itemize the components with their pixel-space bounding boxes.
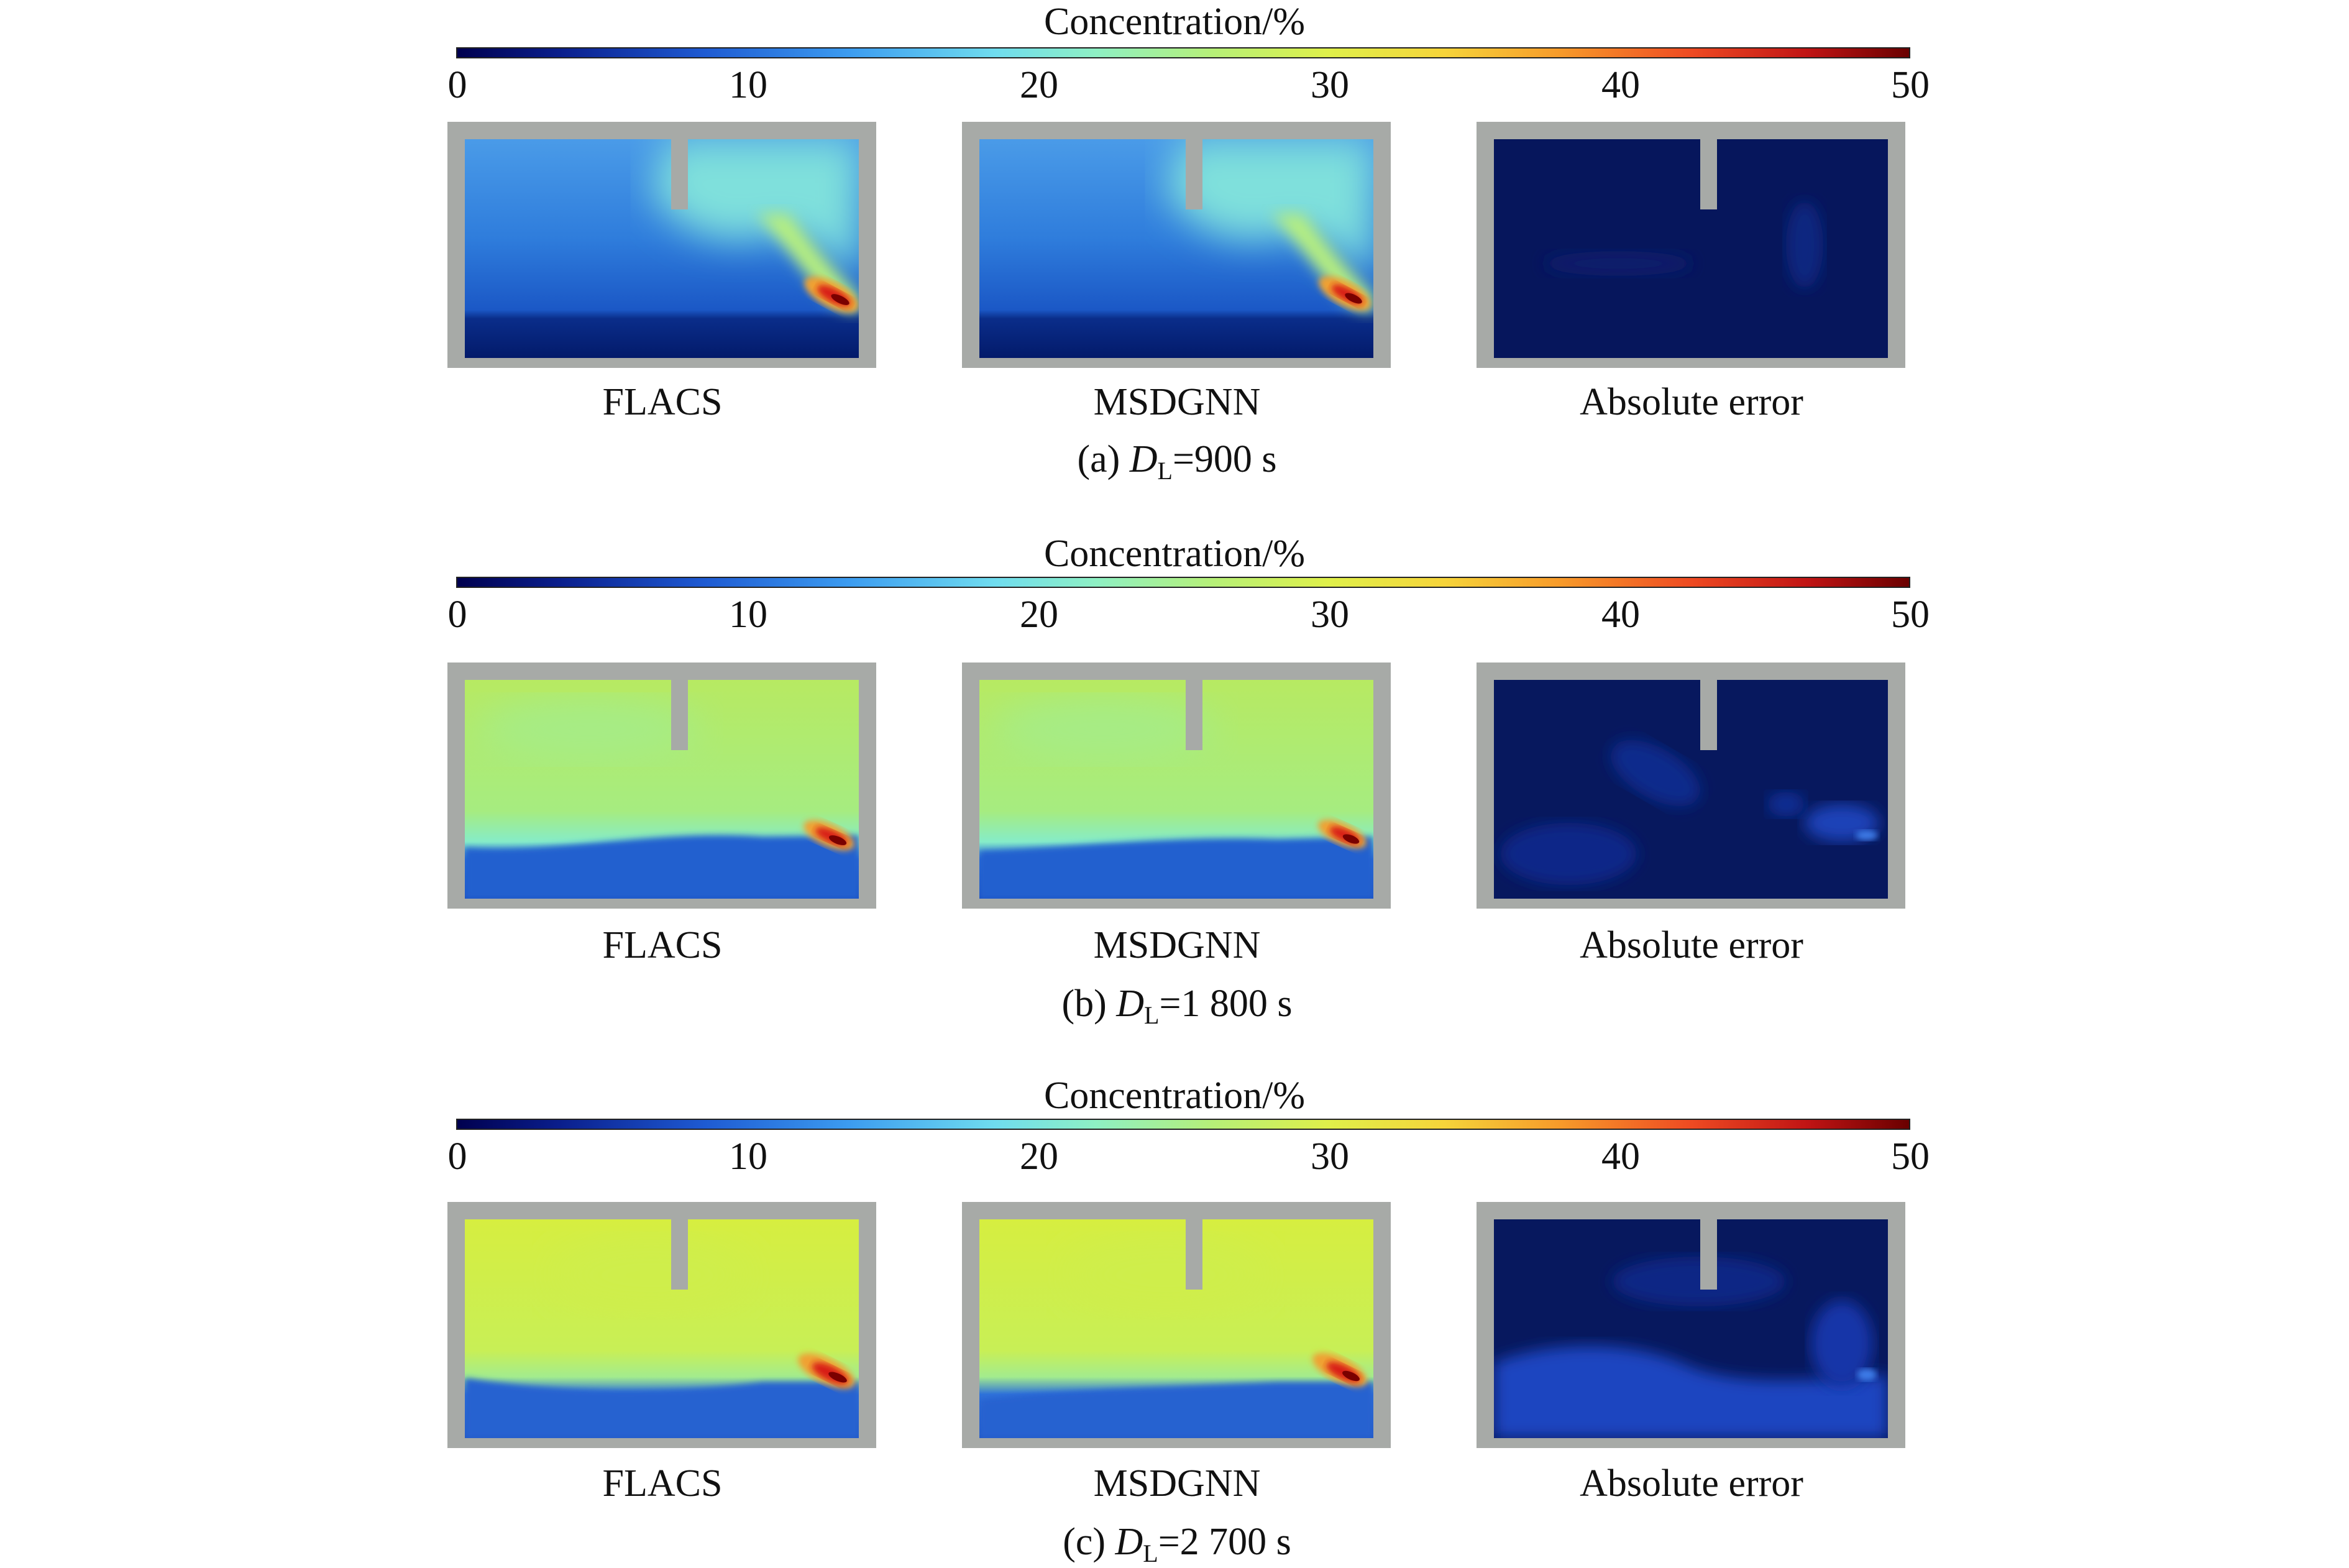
error-panel-b xyxy=(1477,663,1905,909)
inlet-obstacle xyxy=(1700,680,1717,750)
panel-label-a-1: MSDGNN xyxy=(1093,381,1261,423)
panel-label-c-1: MSDGNN xyxy=(1093,1462,1261,1505)
error-panel-a xyxy=(1477,122,1905,368)
colorbar-b xyxy=(456,577,1910,588)
msdgnn-panel-b xyxy=(962,663,1391,909)
flacs-panel-c xyxy=(447,1202,876,1448)
inlet-obstacle xyxy=(1186,680,1202,750)
colorbar-tick-a-40: 40 xyxy=(1601,64,1640,106)
error-field xyxy=(1494,139,1888,358)
colorbar-title-a: Concentration/% xyxy=(1043,1,1306,43)
error-field xyxy=(1494,1219,1888,1438)
colorbar-tick-a-20: 20 xyxy=(1020,64,1058,106)
msdgnn-panel-a xyxy=(962,122,1391,368)
colorbar-tick-c-0: 0 xyxy=(447,1135,467,1178)
inlet-obstacle xyxy=(1186,139,1202,209)
colorbar-a xyxy=(456,47,1910,58)
panel-label-b-0: FLACS xyxy=(602,924,723,966)
colorbar-tick-c-20: 20 xyxy=(1020,1135,1058,1178)
panel-label-b-1: MSDGNN xyxy=(1093,924,1261,966)
caption-a: (a) DL=900 s xyxy=(1077,438,1277,485)
inlet-obstacle xyxy=(1700,1219,1717,1290)
colorbar-title-c: Concentration/% xyxy=(1043,1075,1306,1117)
concentration-field xyxy=(979,139,1373,358)
colorbar-tick-a-50: 50 xyxy=(1891,64,1930,106)
concentration-field xyxy=(465,139,859,358)
colorbar-tick-b-30: 30 xyxy=(1311,594,1349,636)
colorbar-tick-c-10: 10 xyxy=(729,1135,767,1178)
colorbar-tick-b-10: 10 xyxy=(729,594,767,636)
panel-label-c-2: Absolute error xyxy=(1580,1462,1803,1505)
concentration-field xyxy=(465,1219,859,1438)
caption-c: (c) DL=2 700 s xyxy=(1063,1521,1291,1567)
inlet-obstacle xyxy=(1700,139,1717,209)
msdgnn-panel-c xyxy=(962,1202,1391,1448)
panel-label-c-0: FLACS xyxy=(602,1462,723,1505)
flacs-panel-b xyxy=(447,663,876,909)
concentration-field xyxy=(979,1219,1373,1438)
colorbar-tick-c-50: 50 xyxy=(1891,1135,1930,1178)
inlet-obstacle xyxy=(1186,1219,1202,1290)
caption-b: (b) DL=1 800 s xyxy=(1061,983,1293,1029)
colorbar-tick-a-30: 30 xyxy=(1311,64,1349,106)
colorbar-tick-a-0: 0 xyxy=(447,64,467,106)
colorbar-tick-b-50: 50 xyxy=(1891,594,1930,636)
error-field xyxy=(1494,680,1888,899)
colorbar-tick-c-40: 40 xyxy=(1601,1135,1640,1178)
colorbar-title-b: Concentration/% xyxy=(1043,533,1306,575)
inlet-obstacle xyxy=(671,139,688,209)
flacs-panel-a xyxy=(447,122,876,368)
error-panel-c xyxy=(1477,1202,1905,1448)
panel-label-b-2: Absolute error xyxy=(1580,924,1803,966)
panel-label-a-0: FLACS xyxy=(602,381,723,423)
panel-label-a-2: Absolute error xyxy=(1580,381,1803,423)
inlet-obstacle xyxy=(671,1219,688,1290)
concentration-field xyxy=(465,680,859,899)
colorbar-tick-b-20: 20 xyxy=(1020,594,1058,636)
colorbar-tick-c-30: 30 xyxy=(1311,1135,1349,1178)
inlet-obstacle xyxy=(671,680,688,750)
colorbar-c xyxy=(456,1119,1910,1130)
concentration-field xyxy=(979,680,1373,899)
colorbar-tick-b-40: 40 xyxy=(1601,594,1640,636)
colorbar-tick-a-10: 10 xyxy=(729,64,767,106)
colorbar-tick-b-0: 0 xyxy=(447,594,467,636)
